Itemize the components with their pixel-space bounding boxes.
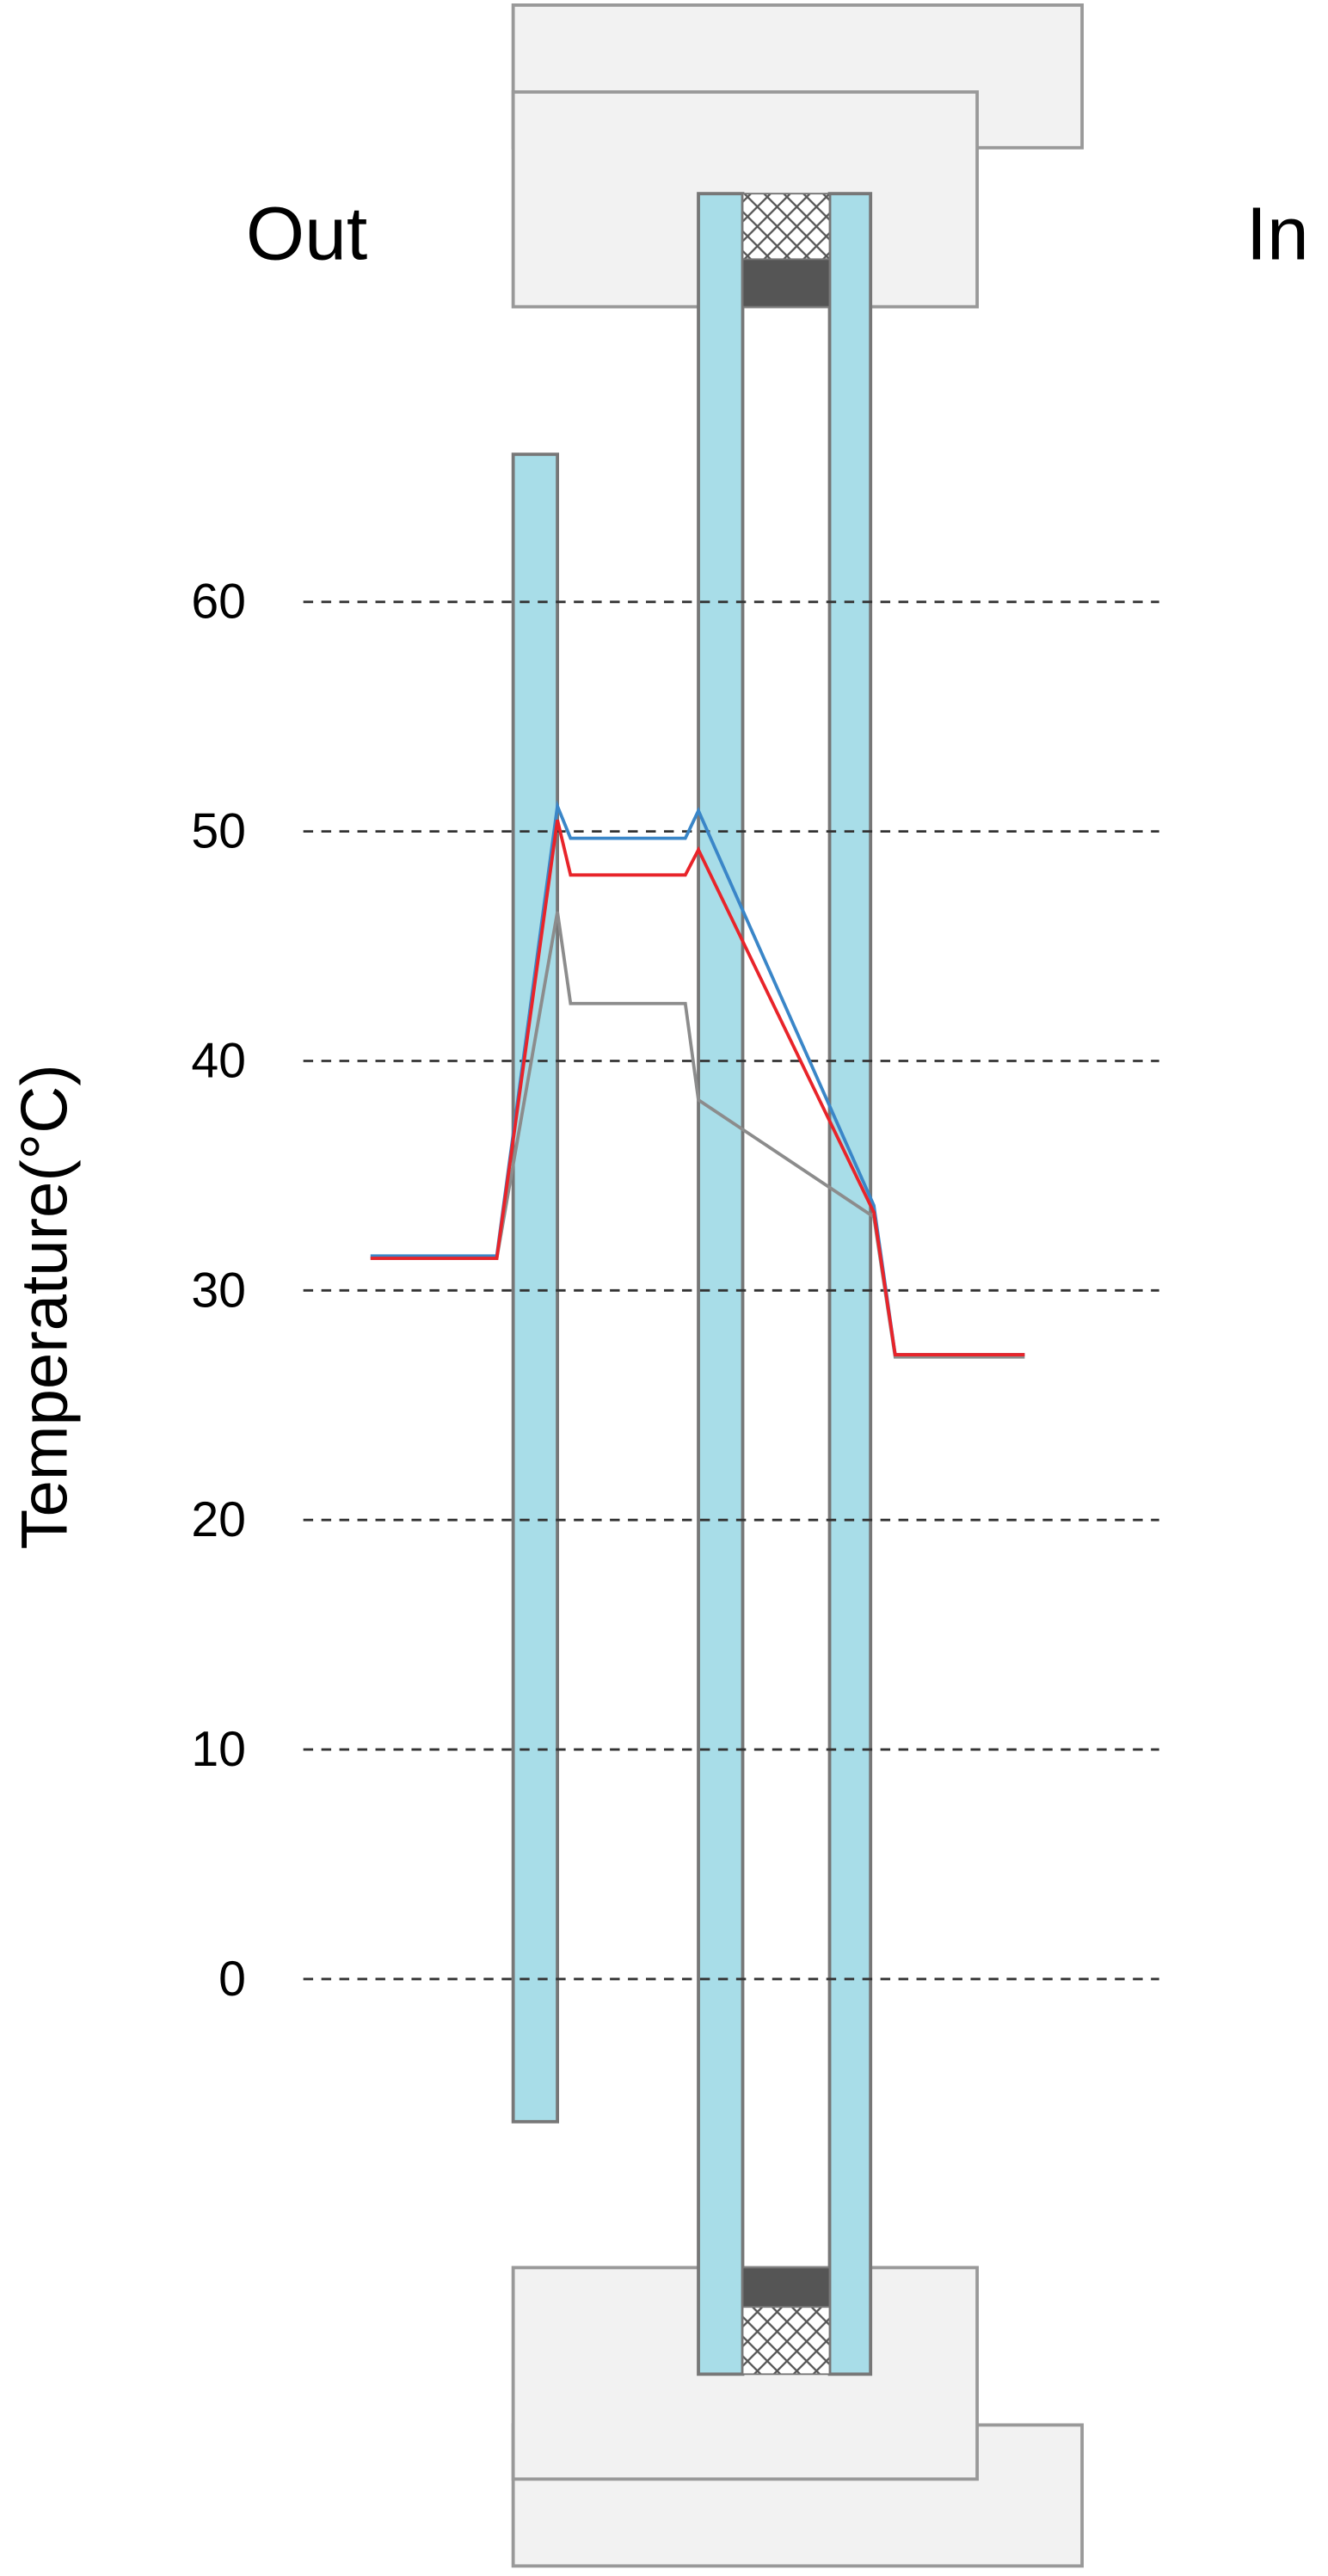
side-label: Out [246, 192, 367, 276]
glass-pane [827, 192, 873, 2376]
y-axis-label: Temperature(°C) [8, 1064, 81, 1549]
window-section [511, 3, 1084, 2568]
y-tick-label: 40 [191, 1033, 246, 1088]
y-tick-label: 60 [191, 575, 246, 630]
y-tick-label: 50 [191, 804, 246, 859]
y-tick-label: 10 [191, 1722, 246, 1777]
y-tick-label: 0 [218, 1952, 246, 2007]
spacer [741, 2306, 831, 2376]
series-line [370, 819, 1025, 1356]
spacer [741, 193, 831, 261]
y-tick-label: 20 [191, 1492, 246, 1547]
side-label: In [1246, 192, 1309, 276]
glass-pane [511, 452, 560, 2124]
sealant [741, 2266, 831, 2309]
y-tick-label: 30 [191, 1263, 246, 1318]
sealant [741, 258, 831, 308]
glass-pane [697, 192, 745, 2376]
